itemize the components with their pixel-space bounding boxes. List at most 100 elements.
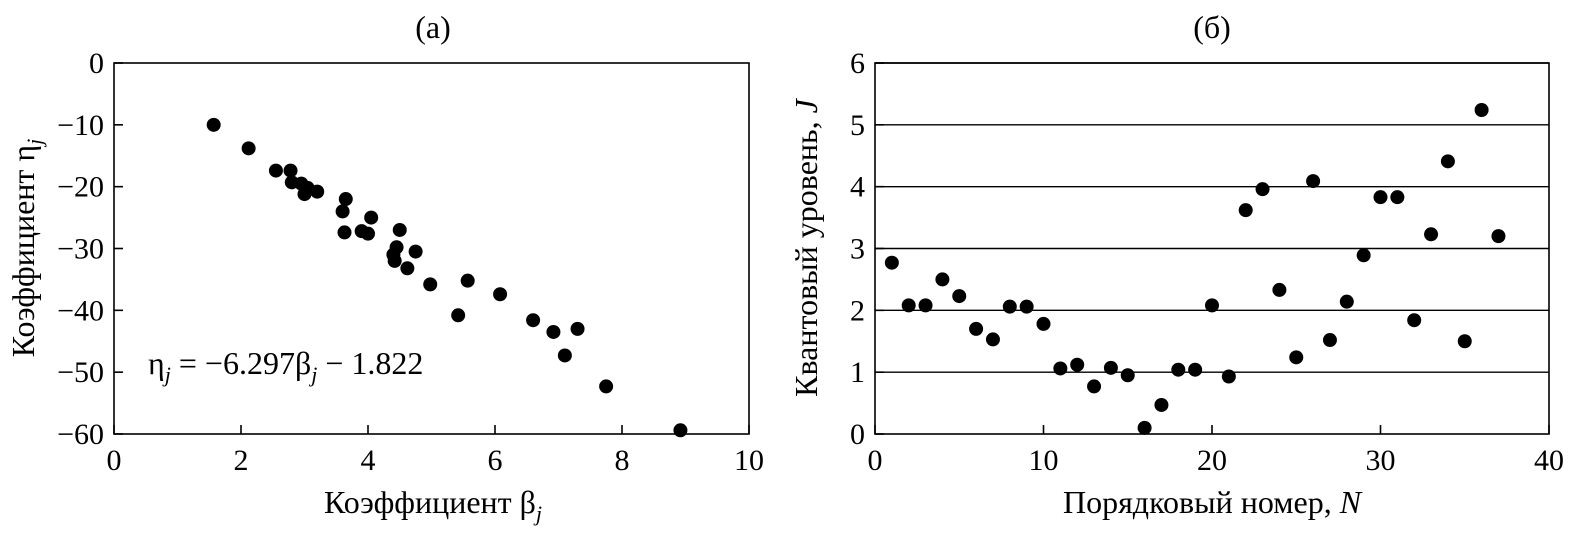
- data-point: [1221, 369, 1236, 384]
- x-tick-label: 0: [107, 444, 122, 477]
- data-point: [673, 423, 688, 438]
- x-tick-label: 8: [615, 444, 630, 477]
- x-tick-label: 10: [734, 444, 764, 477]
- data-point: [546, 324, 561, 339]
- panel-b-ticks: [874, 62, 1550, 435]
- data-point: [335, 204, 350, 219]
- data-point: [1188, 362, 1203, 377]
- data-point: [1457, 334, 1472, 349]
- y-tick-label: −40: [57, 294, 104, 327]
- data-point: [1339, 294, 1354, 309]
- y-tick-label: −30: [57, 233, 104, 266]
- x-tick-label: 10: [1029, 444, 1059, 477]
- data-point: [241, 141, 256, 156]
- data-point: [338, 192, 353, 207]
- data-point: [1103, 360, 1118, 375]
- data-point: [206, 117, 221, 132]
- data-point: [392, 222, 407, 237]
- data-point: [310, 184, 325, 199]
- data-point: [1474, 102, 1489, 117]
- data-point: [364, 210, 379, 225]
- data-point: [493, 287, 508, 302]
- y-tick-label: 5: [850, 109, 865, 142]
- panel-a-ticks: [113, 62, 750, 435]
- data-point: [1205, 298, 1219, 313]
- panel-b-tick-labels: 0 10 20 30 40 0 1 2 3 4 5 6: [850, 47, 1564, 477]
- data-point: [337, 225, 352, 240]
- data-point: [268, 163, 283, 178]
- data-point: [361, 226, 375, 241]
- data-point: [1424, 227, 1439, 242]
- data-point: [1053, 361, 1068, 376]
- data-point: [1019, 299, 1034, 314]
- data-point: [408, 244, 423, 259]
- x-tick-label: 2: [234, 444, 249, 477]
- y-tick-label: 3: [850, 233, 865, 266]
- data-point: [570, 321, 585, 336]
- data-point: [1171, 362, 1186, 377]
- data-point: [1356, 248, 1371, 263]
- y-tick-label: 4: [850, 171, 865, 204]
- panel-a-chart: (a) 0 2 4 6 8 10 0 −10 −20 −30 −40 −50 −60 Коэффицие…: [5, 9, 764, 526]
- data-point: [526, 313, 541, 328]
- data-point: [969, 321, 984, 336]
- x-tick-label: 20: [1197, 444, 1227, 477]
- data-point: [283, 163, 298, 178]
- x-tick-label: 4: [361, 444, 376, 477]
- panel-b-gridlines: [875, 62, 1549, 373]
- panel-b-x-axis-title: Порядковый номер, N: [1063, 484, 1363, 520]
- data-point: [1289, 350, 1304, 365]
- y-tick-label: −10: [57, 109, 104, 142]
- data-point: [460, 273, 475, 288]
- panel-a-label: (a): [415, 9, 451, 45]
- panel-b-y-axis-title: Квантовый уровень, J: [788, 97, 824, 397]
- x-tick-label: 0: [868, 444, 883, 477]
- data-point: [901, 298, 916, 313]
- y-tick-label: 0: [89, 47, 104, 80]
- panel-a-points: [206, 117, 688, 438]
- data-point: [952, 289, 967, 304]
- panel-a-regression-equation: ηj = −6.297βj − 1.822: [148, 345, 423, 387]
- data-point: [1087, 379, 1102, 394]
- data-point: [1491, 229, 1506, 244]
- data-point: [557, 348, 572, 363]
- y-tick-label: −60: [57, 418, 104, 451]
- data-point: [1390, 190, 1405, 205]
- data-point: [1373, 190, 1388, 205]
- data-point: [1070, 357, 1085, 372]
- data-point: [1306, 174, 1321, 189]
- data-point: [1440, 154, 1455, 169]
- y-tick-label: −50: [57, 356, 104, 389]
- data-point: [423, 277, 438, 292]
- data-point: [1002, 299, 1017, 314]
- y-tick-label: 1: [850, 356, 865, 389]
- data-point: [400, 261, 415, 276]
- x-tick-label: 30: [1366, 444, 1396, 477]
- data-point: [389, 240, 404, 255]
- data-point: [599, 379, 614, 394]
- panel-b-chart: (б) 0 10 20 30 40 0 1 2 3 4 5 6 Порядковый номер, N…: [788, 9, 1564, 520]
- x-tick-label: 6: [488, 444, 503, 477]
- data-point: [387, 253, 402, 268]
- data-point: [1120, 368, 1135, 383]
- data-point: [1137, 420, 1152, 435]
- panel-a-y-axis-title: Коэффициент ηj: [5, 139, 47, 358]
- panel-a-x-axis-title: Коэффициент βj: [324, 484, 542, 526]
- data-point: [935, 272, 950, 287]
- data-point: [1322, 333, 1337, 348]
- y-tick-label: 2: [850, 294, 865, 327]
- data-point: [884, 255, 899, 270]
- data-point: [1272, 282, 1287, 297]
- data-point: [985, 332, 1000, 347]
- panel-b-points: [884, 102, 1506, 435]
- data-point: [1036, 316, 1051, 331]
- x-tick-label: 40: [1534, 444, 1564, 477]
- data-point: [918, 298, 933, 313]
- data-point: [1238, 203, 1253, 218]
- data-point: [451, 308, 466, 323]
- y-tick-label: 0: [850, 418, 865, 451]
- data-point: [1154, 397, 1169, 412]
- y-tick-label: 6: [850, 47, 865, 80]
- data-point: [1255, 182, 1270, 197]
